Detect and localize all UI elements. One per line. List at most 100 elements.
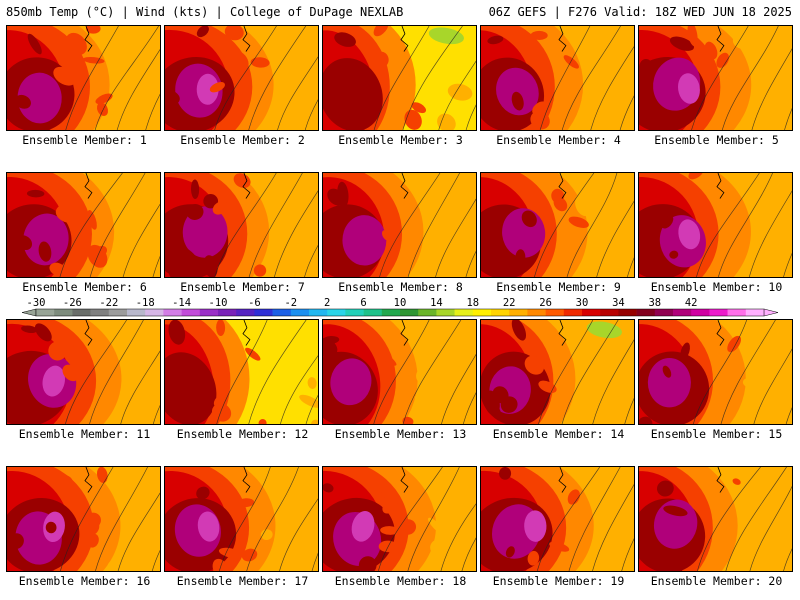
ensemble-member-map xyxy=(480,319,635,425)
ensemble-member-label: Ensemble Member: 17 xyxy=(176,574,309,588)
header-right-title: 06Z GEFS | F276 Valid: 18Z WED JUN 18 20… xyxy=(488,5,792,19)
ensemble-member-map xyxy=(480,25,635,131)
ensemble-member-label: Ensemble Member: 11 xyxy=(18,427,151,441)
ensemble-member-label: Ensemble Member: 2 xyxy=(180,133,305,147)
ensemble-member-label: Ensemble Member: 16 xyxy=(18,574,151,588)
colorbar-tick-label: -22 xyxy=(99,297,118,309)
colorbar-swatch xyxy=(400,309,419,316)
temperature-field xyxy=(7,173,160,277)
ensemble-member-label: Ensemble Member: 14 xyxy=(492,427,625,441)
ensemble-member-label: Ensemble Member: 6 xyxy=(22,280,147,294)
ensemble-member-map xyxy=(638,25,793,131)
temperature-field xyxy=(481,26,634,130)
temperature-field xyxy=(323,26,476,130)
temperature-field xyxy=(323,467,476,571)
ensemble-member-map xyxy=(322,172,477,278)
ensemble-member-map xyxy=(638,466,793,572)
colorbar-swatch xyxy=(363,309,383,316)
temperature-field xyxy=(481,467,634,571)
colorbar-swatch xyxy=(54,309,73,316)
colorbar-tick-label: -14 xyxy=(172,297,191,309)
colorbar-tick-label: 2 xyxy=(324,297,330,309)
colorbar-swatch xyxy=(436,309,455,316)
temperature-field xyxy=(7,26,160,130)
colorbar-swatch xyxy=(727,309,747,316)
colorbar-swatch xyxy=(36,309,55,316)
colorbar-swatch xyxy=(673,309,692,316)
colorbar-swatch xyxy=(418,309,437,316)
colorbar-swatch xyxy=(709,309,728,316)
ensemble-member-label: Ensemble Member: 20 xyxy=(650,574,783,588)
colorbar-swatch xyxy=(454,309,474,316)
colorbar-tick-label: 42 xyxy=(685,297,698,309)
temperature-field xyxy=(323,173,476,277)
colorbar-swatch xyxy=(582,309,601,316)
ensemble-member-map xyxy=(6,172,161,278)
ensemble-member-map xyxy=(322,25,477,131)
colorbar-swatch xyxy=(563,309,583,316)
colorbar-swatch xyxy=(545,309,565,316)
colorbar-tick-label: -2 xyxy=(284,297,297,309)
colorbar-swatch xyxy=(127,309,146,316)
ensemble-member-map xyxy=(164,25,319,131)
colorbar-tick-label: -26 xyxy=(63,297,82,309)
ensemble-member-label: Ensemble Member: 18 xyxy=(334,574,467,588)
ensemble-member-label: Ensemble Member: 15 xyxy=(650,427,783,441)
colorbar-swatch xyxy=(527,309,546,316)
ensemble-member-label: Ensemble Member: 4 xyxy=(496,133,621,147)
temperature-field xyxy=(639,173,792,277)
ensemble-member-map xyxy=(480,466,635,572)
colorbar-swatch xyxy=(600,309,619,316)
colorbar-tick-label: 18 xyxy=(466,297,479,309)
temperature-field xyxy=(323,320,476,424)
colorbar-tick-label: 34 xyxy=(612,297,625,309)
temperature-field xyxy=(165,26,318,130)
ensemble-member-map xyxy=(164,319,319,425)
temperature-field xyxy=(639,26,792,130)
colorbar-swatch xyxy=(636,309,656,316)
temperature-field xyxy=(165,320,318,424)
temperature-field xyxy=(165,173,318,277)
ensemble-member-map xyxy=(480,172,635,278)
colorbar-swatch xyxy=(272,309,292,316)
ensemble-member-label: Ensemble Member: 3 xyxy=(338,133,463,147)
colorbar-swatch xyxy=(491,309,510,316)
temperature-field xyxy=(639,320,792,424)
ensemble-member-map xyxy=(164,466,319,572)
temperature-colorbar: -30 -26 -22 -18 -14 -10 -6 -2 2 6 10 14 18 22 26 30 34 38… xyxy=(21,297,779,317)
colorbar-tick-label: -30 xyxy=(27,297,46,309)
colorbar-tick-label: 10 xyxy=(394,297,407,309)
colorbar-swatch xyxy=(327,309,346,316)
ensemble-member-label: Ensemble Member: 9 xyxy=(496,280,621,294)
ensemble-member-map xyxy=(6,319,161,425)
temperature-field xyxy=(165,467,318,571)
colorbar-swatch xyxy=(691,309,710,316)
ensemble-member-label: Ensemble Member: 5 xyxy=(654,133,779,147)
colorbar-swatch xyxy=(163,309,182,316)
colorbar-swatch xyxy=(345,309,364,316)
colorbar-tick-label: 26 xyxy=(539,297,552,309)
colorbar-tick-label: -10 xyxy=(209,297,228,309)
ensemble-member-label: Ensemble Member: 7 xyxy=(180,280,305,294)
ensemble-member-map xyxy=(638,319,793,425)
colorbar-swatch xyxy=(618,309,637,316)
colorbar-swatch xyxy=(745,309,765,316)
colorbar-tick-label: 30 xyxy=(576,297,589,309)
ensemble-member-map xyxy=(638,172,793,278)
ensemble-member-label: Ensemble Member: 1 xyxy=(22,133,147,147)
colorbar-swatch xyxy=(381,309,401,316)
colorbar-swatch xyxy=(236,309,255,316)
header-left-title: 850mb Temp (°C) | Wind (kts) | College o… xyxy=(6,5,404,19)
colorbar-swatch xyxy=(654,309,674,316)
colorbar-tick-label: -18 xyxy=(136,297,155,309)
ensemble-member-label: Ensemble Member: 19 xyxy=(492,574,625,588)
temperature-field xyxy=(7,320,160,424)
colorbar-swatch xyxy=(145,309,164,316)
temperature-field xyxy=(639,467,792,571)
colorbar-tick-label: 22 xyxy=(503,297,516,309)
ensemble-member-map xyxy=(322,466,477,572)
temperature-field xyxy=(481,173,634,277)
ensemble-member-label: Ensemble Member: 8 xyxy=(338,280,463,294)
temperature-field xyxy=(481,320,634,424)
ensemble-member-label: Ensemble Member: 13 xyxy=(334,427,467,441)
